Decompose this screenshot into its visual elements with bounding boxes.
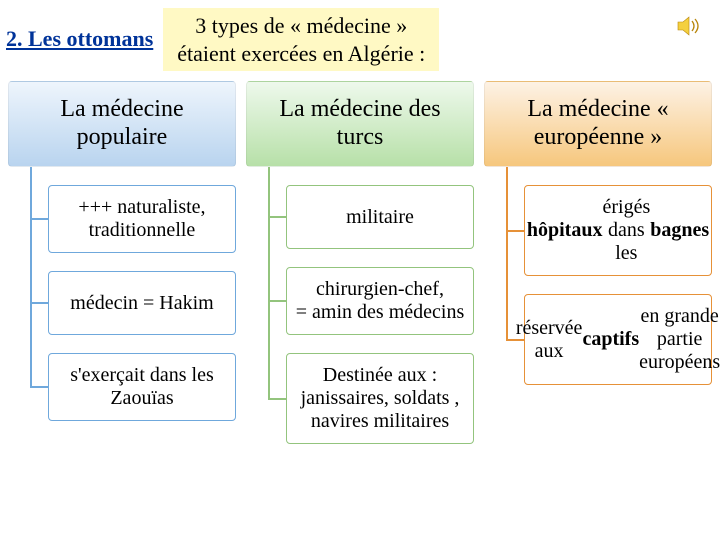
subtitle-line-1: 3 types de « médecine » xyxy=(177,12,425,40)
column-header: La médecine des turcs xyxy=(246,81,474,167)
item-wrap: +++ naturaliste, traditionnelle xyxy=(30,167,236,253)
item-wrap: Destinée aux : janissaires, soldats , na… xyxy=(268,335,474,444)
header-row: 2. Les ottomans 3 types de « médecine » … xyxy=(0,0,720,71)
subtitle-box: 3 types de « médecine » étaient exercées… xyxy=(163,8,439,71)
column-0: La médecine populaire+++ naturaliste, tr… xyxy=(8,81,236,444)
speaker-icon xyxy=(676,14,704,43)
item-box: médecin = Hakim xyxy=(48,271,236,335)
item-wrap: militaire xyxy=(268,167,474,249)
item-box: chirurgien-chef,= amin des médecins xyxy=(286,267,474,335)
item-box: Destinée aux : janissaires, soldats , na… xyxy=(286,353,474,444)
column-header: La médecine « européenne » xyxy=(484,81,712,167)
item-box: militaire xyxy=(286,185,474,249)
item-wrap: réservée aux captifs en grande partie eu… xyxy=(506,276,712,385)
item-wrap: médecin = Hakim xyxy=(30,253,236,335)
item-box: réservée aux captifs en grande partie eu… xyxy=(524,294,712,385)
column-1: La médecine des turcs militaire chirurgien… xyxy=(246,81,474,444)
column-items: hôpitaux érigés dans les bagnes réservée … xyxy=(506,167,712,385)
column-2: La médecine « européenne »hôpitaux érigé… xyxy=(484,81,712,444)
item-wrap: chirurgien-chef,= amin des médecins xyxy=(268,249,474,335)
column-header: La médecine populaire xyxy=(8,81,236,167)
item-wrap: hôpitaux érigés dans les bagnes xyxy=(506,167,712,276)
item-wrap: s'exerçait dans les Zaouïas xyxy=(30,335,236,421)
subtitle-line-2: étaient exercées en Algérie : xyxy=(177,40,425,68)
item-box: s'exerçait dans les Zaouïas xyxy=(48,353,236,421)
column-items: +++ naturaliste, traditionnelle médecin =… xyxy=(30,167,236,421)
section-title: 2. Les ottomans xyxy=(6,8,153,52)
item-box: hôpitaux érigés dans les bagnes xyxy=(524,185,712,276)
column-items: militaire chirurgien-chef,= amin des méde… xyxy=(268,167,474,444)
item-box: +++ naturaliste, traditionnelle xyxy=(48,185,236,253)
columns: La médecine populaire+++ naturaliste, tr… xyxy=(0,71,720,444)
